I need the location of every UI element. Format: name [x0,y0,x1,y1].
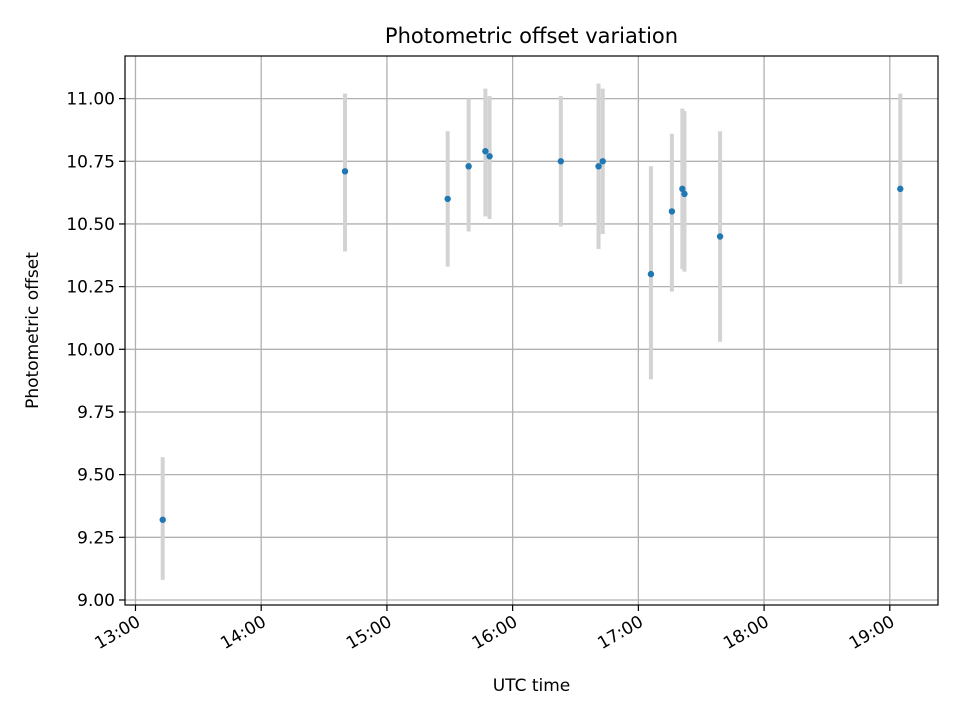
grid [125,56,938,605]
y-tick-label: 9.50 [77,466,115,486]
data-point [341,168,349,175]
data-point [681,190,688,198]
plot-frame [124,55,939,606]
data-point [595,163,602,170]
x-tick-label: 15:00 [343,612,395,654]
data-points [159,148,904,523]
data-point [679,185,686,193]
y-tick-label: 10.75 [66,152,115,172]
data-point [599,158,606,165]
x-axis-ticks: 13:00 14:00 15:00 16:00 17:00 18:00 19:00 [92,605,898,654]
data-point [482,148,489,155]
data-point [486,153,493,160]
x-tick-label: 14:00 [217,612,269,654]
y-axis-ticks: 9.00 9.25 9.50 9.75 10.00 10.25 10.50 10.75 11.0… [66,90,125,611]
y-tick-label: 10.50 [66,215,115,235]
x-tick-label: 16:00 [469,612,521,654]
data-point [444,195,451,203]
chart-title: Photometric offset variation [385,24,678,48]
data-point [668,208,676,215]
error-bars [160,83,903,580]
x-tick-label: 18:00 [720,612,772,654]
data-point [159,516,166,523]
x-tick-label: 19:00 [846,612,898,654]
data-point [465,163,472,170]
x-tick-label: 17:00 [594,612,646,654]
data-point [557,158,565,165]
data-point [897,185,904,193]
y-tick-label: 9.00 [77,591,115,611]
y-tick-label: 9.75 [77,403,115,423]
x-tick-label: 13:00 [92,612,144,654]
y-tick-label: 10.25 [66,278,115,298]
y-axis-label: Photometric offset [23,252,43,409]
data-point [716,233,724,240]
x-axis-label: UTC time [493,676,571,696]
y-tick-label: 11.00 [66,90,115,110]
data-point [647,270,655,278]
y-tick-label: 9.25 [77,528,115,548]
y-tick-label: 10.00 [66,340,115,360]
